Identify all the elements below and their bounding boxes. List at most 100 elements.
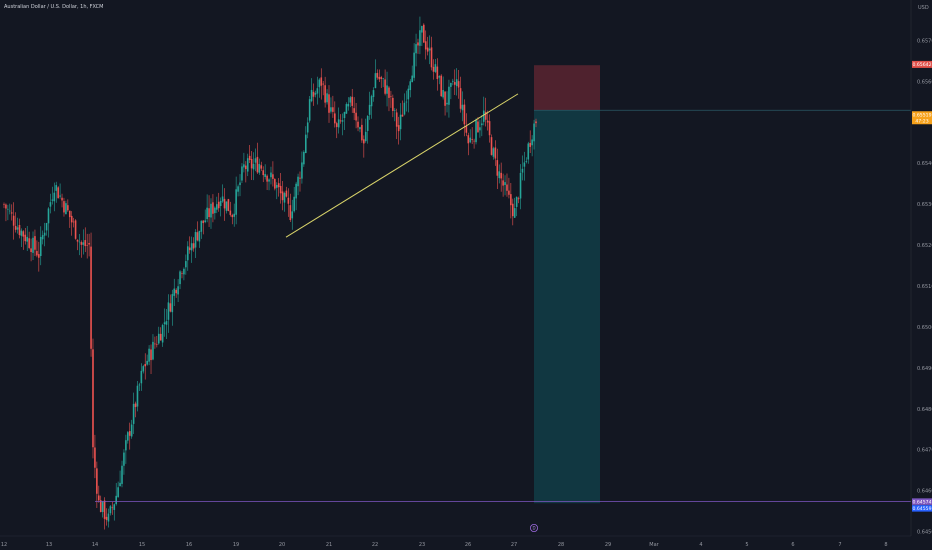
candle <box>397 116 400 145</box>
candle <box>198 230 201 248</box>
candle <box>266 174 268 191</box>
time-tick-label: 4 <box>699 542 702 548</box>
horizontal-level-badge: 0.64574 <box>912 498 932 505</box>
price-tick-label: 0.64700 <box>917 448 932 454</box>
candle <box>175 288 177 298</box>
trendline[interactable] <box>285 93 519 238</box>
candle <box>57 186 59 199</box>
candle <box>409 79 412 98</box>
candle <box>320 68 323 100</box>
candle <box>432 59 435 80</box>
candle <box>86 233 88 259</box>
candle <box>515 196 518 217</box>
price-tick-label: 0.65700 <box>917 38 932 44</box>
candle <box>256 142 259 175</box>
candle <box>310 78 313 103</box>
candle <box>436 58 439 91</box>
stop-loss-zone[interactable] <box>534 65 600 111</box>
candle <box>405 90 408 112</box>
candle <box>72 217 75 228</box>
candle <box>343 111 346 130</box>
candle <box>252 152 255 181</box>
candle <box>395 108 398 140</box>
price-tick-label: 0.65000 <box>917 325 932 331</box>
candle <box>128 422 131 450</box>
time-tick-label: 7 <box>838 542 841 548</box>
candle <box>467 132 470 156</box>
candle <box>188 236 191 254</box>
candle <box>463 99 466 137</box>
candle <box>308 96 311 123</box>
candle <box>30 238 32 262</box>
price-tick-label: 0.65400 <box>917 161 932 167</box>
candle <box>459 76 462 113</box>
candle <box>177 279 179 303</box>
candle <box>525 157 528 164</box>
time-tick-label: 23 <box>419 542 425 548</box>
candle <box>190 236 193 263</box>
candle <box>157 326 160 345</box>
candle <box>49 193 52 214</box>
candle <box>368 91 371 120</box>
candle <box>494 140 497 166</box>
candle <box>132 392 135 435</box>
time-tick-label: 22 <box>372 542 378 548</box>
candle <box>293 187 295 213</box>
candle <box>165 309 168 340</box>
candle <box>421 25 423 46</box>
candle <box>78 233 81 256</box>
candle <box>125 434 127 464</box>
candle <box>448 79 450 118</box>
candle <box>134 401 137 418</box>
candle <box>88 233 90 257</box>
candle <box>167 294 170 333</box>
candle <box>453 69 456 96</box>
candle <box>241 163 243 184</box>
svg-text:D: D <box>532 526 535 531</box>
candle <box>22 230 25 250</box>
candle <box>386 71 388 107</box>
time-tick-label: 28 <box>558 542 564 548</box>
candle <box>18 218 21 239</box>
candle <box>109 505 112 516</box>
candle <box>55 181 58 203</box>
candle <box>237 184 239 197</box>
candle <box>417 38 419 54</box>
candle <box>260 161 263 171</box>
candle <box>179 270 181 290</box>
time-axis[interactable]: 12 13 14 15 16 19 20 21 22 23 26 27 28 29 Mar 4 5 6 7 8 <box>1 542 888 548</box>
candle <box>138 382 141 392</box>
candle <box>154 336 156 349</box>
candle <box>152 334 154 361</box>
price-tick-label: 0.64900 <box>917 366 932 372</box>
candle <box>490 134 493 156</box>
candle <box>231 213 234 225</box>
candle <box>20 228 23 247</box>
candle <box>111 501 114 515</box>
dividend-marker-icon[interactable]: D <box>530 524 539 533</box>
candle <box>146 354 148 366</box>
horizontal-level-badge-2: 0.64559 <box>912 505 932 512</box>
candle <box>442 76 444 100</box>
candle <box>434 58 437 74</box>
candle <box>92 338 94 459</box>
candle <box>407 85 410 113</box>
candle <box>330 97 332 114</box>
candle <box>392 94 394 118</box>
candle <box>127 430 129 444</box>
candle <box>345 102 348 114</box>
candle <box>535 118 537 128</box>
candle <box>370 94 373 119</box>
candle <box>235 176 237 225</box>
price-axis[interactable]: 0.657000.656000.655000.654000.653000.652… <box>917 38 932 535</box>
take-profit-zone[interactable] <box>534 110 600 504</box>
candle <box>482 96 485 126</box>
candle <box>366 115 369 144</box>
candle <box>496 148 499 190</box>
candle <box>312 83 315 106</box>
candle <box>250 150 253 181</box>
time-tick-label: 19 <box>233 542 239 548</box>
candle <box>301 151 303 184</box>
